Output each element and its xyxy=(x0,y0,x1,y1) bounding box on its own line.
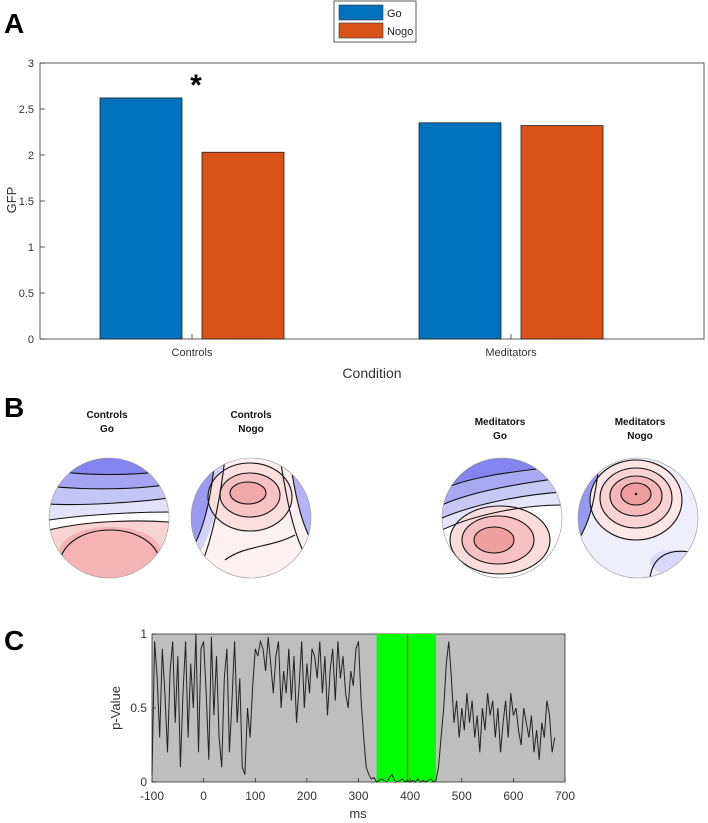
bar-y-tick-label: 2 xyxy=(28,150,34,162)
topomap-title-1-line1: Controls xyxy=(86,410,128,421)
pvalue-x-axis-label: ms xyxy=(349,806,367,821)
pvalue-x-tick-label: 200 xyxy=(297,789,317,803)
pvalue-chart: -100 0 100 200 300 400 500 600 700 00.51 p-Value… xyxy=(108,627,575,821)
legend: Go Nogo xyxy=(333,0,417,43)
topomap-title-4-line2: Nogo xyxy=(627,431,653,442)
topomap-meditators-nogo xyxy=(578,458,698,578)
bar-y-tick-label: 0.5 xyxy=(19,288,34,300)
significant-window xyxy=(376,634,436,782)
pvalue-x-tick-label: 400 xyxy=(400,789,420,803)
pvalue-x-tick-label: 100 xyxy=(245,789,265,803)
bar-x-tick-label-meditators: Meditators xyxy=(485,347,537,359)
panel-letter-c: C xyxy=(4,625,25,656)
pvalue-x-tick-label: 300 xyxy=(348,789,368,803)
legend-swatch-nogo xyxy=(338,22,384,39)
pvalue-x-tick-label: -100 xyxy=(140,789,164,803)
pvalue-y-tick-label: 0.5 xyxy=(130,701,147,715)
bar-y-tick-label: 2.5 xyxy=(19,104,34,116)
legend-label-go: Go xyxy=(387,8,402,20)
bar-y-tick-label: 0 xyxy=(28,334,34,346)
topomap-title-3-line2: Go xyxy=(493,431,507,442)
pvalue-x-tick-label: 700 xyxy=(555,789,575,803)
topomap-controls-go xyxy=(49,458,169,578)
bar-x-tick-label-controls: Controls xyxy=(172,347,213,359)
bar-y-axis-label: GFP xyxy=(4,187,19,214)
pvalue-y-tick-label: 1 xyxy=(140,627,147,641)
topomap-title-4-line1: Meditators xyxy=(615,417,666,428)
topomap-title-2-line2: Nogo xyxy=(238,424,264,435)
bar-y-tick-label: 3 xyxy=(28,58,34,70)
legend-swatch-go xyxy=(338,4,384,21)
bar-x-axis-label: Condition xyxy=(342,365,401,381)
topomap-outline-4 xyxy=(577,457,699,579)
pvalue-x-tick-label: 600 xyxy=(503,789,523,803)
bar-meditators-go xyxy=(418,122,502,340)
pvalue-y-axis-label: p-Value xyxy=(108,686,123,730)
pvalue-y-tick-label: 0 xyxy=(140,775,147,789)
topomap-meditators-go xyxy=(442,458,562,578)
bar-chart: 0 0.5 1 1.5 2 2.5 3 Controls Meditators GFP Con… xyxy=(4,0,705,381)
topomap-outline-1 xyxy=(48,457,170,579)
topomap-panel: Controls Go Controls Nogo Meditators Go … xyxy=(48,410,699,579)
pvalue-x-tick-label: 0 xyxy=(200,789,207,803)
topomap-title-1-line2: Go xyxy=(100,424,114,435)
legend-label-nogo: Nogo xyxy=(387,26,413,38)
topomap-controls-nogo xyxy=(191,458,311,578)
topomap-outline-2 xyxy=(190,457,312,579)
topomap-outline-3 xyxy=(441,457,563,579)
bar-meditators-nogo xyxy=(520,125,604,340)
bar-y-tick-label: 1.5 xyxy=(19,196,34,208)
bar-controls-nogo xyxy=(201,151,285,340)
bar-controls-go xyxy=(99,97,183,340)
bar-y-tick-label: 1 xyxy=(28,242,34,254)
topomap-title-2-line1: Controls xyxy=(230,410,272,421)
panel-letter-b: B xyxy=(4,392,25,423)
topomap-title-3-line1: Meditators xyxy=(475,417,526,428)
pvalue-x-tick-label: 500 xyxy=(452,789,472,803)
pvalue-series-line xyxy=(151,633,556,783)
significance-asterisk: * xyxy=(190,69,202,102)
panel-letter-a: A xyxy=(4,8,25,39)
